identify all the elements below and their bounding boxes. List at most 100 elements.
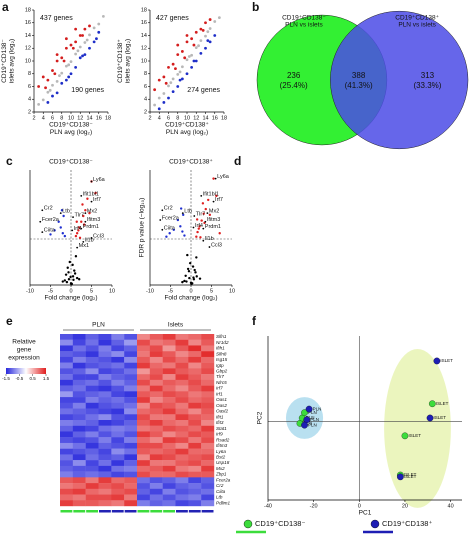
gene-label: Fcer2a (42, 217, 60, 223)
data-point (65, 280, 69, 284)
heatmap-cell (111, 494, 125, 501)
data-point (213, 20, 217, 23)
heatmap-cell (149, 368, 163, 375)
heatmap-cell (124, 494, 138, 501)
point-label: ISLET (436, 401, 449, 406)
heatmap-cell (98, 454, 112, 461)
data-point (67, 75, 71, 79)
data-point (305, 405, 313, 413)
data-point (64, 37, 68, 41)
panel-label: f (252, 314, 257, 328)
data-point (198, 277, 202, 280)
gene-label: Ly6a (93, 177, 106, 183)
heatmap-cell (111, 454, 125, 461)
x-tick-label: 10 (184, 115, 190, 121)
data-point (162, 75, 166, 79)
heatmap-cell (98, 500, 112, 507)
heatmap-cell (201, 356, 215, 363)
heatmap-cell (72, 351, 86, 358)
heatmap-cell (175, 379, 189, 386)
data-point (51, 83, 54, 87)
heatmap-cell (124, 477, 138, 484)
heatmap-cell (111, 408, 125, 415)
data-point (196, 230, 199, 234)
heatmap-cell (162, 465, 176, 472)
row-label: Ciita (216, 489, 226, 494)
heatmap-cell (124, 414, 138, 421)
heatmap-cell (175, 477, 189, 484)
data-point (67, 271, 70, 274)
y-tick-label: 16 (25, 20, 31, 26)
row-label: Isg15 (216, 357, 228, 362)
data-point (60, 81, 64, 85)
heatmap-cell (124, 488, 138, 495)
row-label: Bst2 (216, 454, 226, 459)
x-tick-label: 14 (86, 115, 92, 121)
data-point (69, 72, 73, 76)
data-point (153, 103, 157, 107)
heatmap-cell (111, 437, 125, 444)
heatmap-cell (201, 391, 215, 398)
data-point (55, 91, 59, 95)
heatmap-cell (111, 442, 125, 449)
heatmap-cell (60, 379, 74, 386)
venn-set (330, 10, 469, 150)
heatmap-cell (60, 402, 74, 409)
heatmap-cell (60, 414, 74, 421)
data-point (218, 232, 221, 235)
heatmap-cell (137, 339, 151, 346)
heatmap-cell (149, 494, 163, 501)
heatmap-cell (72, 431, 86, 438)
heatmap-cell (137, 460, 151, 467)
heatmap-cell (162, 494, 176, 501)
heatmap-cell (111, 351, 125, 358)
gene-point (192, 226, 195, 229)
heatmap-cell (111, 379, 125, 386)
heatmap-cell (162, 431, 176, 438)
data-point (168, 232, 171, 235)
data-point (191, 265, 195, 268)
panel-label: d (234, 154, 241, 168)
gene-point (212, 200, 215, 203)
row-label: Oas2 (216, 403, 227, 408)
data-point (397, 473, 404, 481)
heatmap-cell (149, 460, 163, 467)
gene-label: Ifit1bl1 (203, 191, 219, 197)
heatmap-cell (149, 351, 163, 358)
y-tick-label: 14 (141, 33, 147, 39)
heatmap-cell (149, 356, 163, 363)
heatmap-cell (85, 483, 99, 489)
heatmap-cell (124, 339, 138, 346)
gene-point (90, 236, 93, 239)
data-point (204, 21, 207, 25)
data-point (62, 214, 65, 218)
x-axis-label: PC1 (359, 510, 372, 517)
data-point (69, 275, 72, 279)
data-point (202, 212, 205, 215)
heatmap-cell (188, 345, 202, 352)
column-bar (163, 510, 175, 513)
panel-label: c (6, 154, 13, 168)
point-label: ISLET (404, 474, 417, 479)
heatmap-cell (72, 402, 86, 409)
heatmap-cell (85, 379, 99, 386)
gene-point (76, 246, 79, 249)
data-point (185, 58, 189, 62)
heatmap-cell (85, 368, 99, 375)
data-point (179, 225, 182, 228)
heatmap-cell (98, 362, 112, 369)
heatmap-cell (188, 408, 202, 415)
data-point (157, 107, 161, 111)
data-point (201, 29, 205, 32)
y-axis-label: islets avg (log₂) (9, 39, 16, 83)
heatmap-cell (98, 471, 112, 478)
heatmap-cell (201, 442, 215, 449)
data-point (66, 266, 69, 269)
heatmap-cell (162, 471, 176, 478)
heatmap-cell (201, 431, 215, 438)
data-point (187, 270, 191, 273)
data-point (83, 53, 87, 57)
heatmap-cell (98, 488, 112, 495)
heatmap-cell (111, 391, 125, 398)
heatmap-cell (124, 460, 138, 467)
